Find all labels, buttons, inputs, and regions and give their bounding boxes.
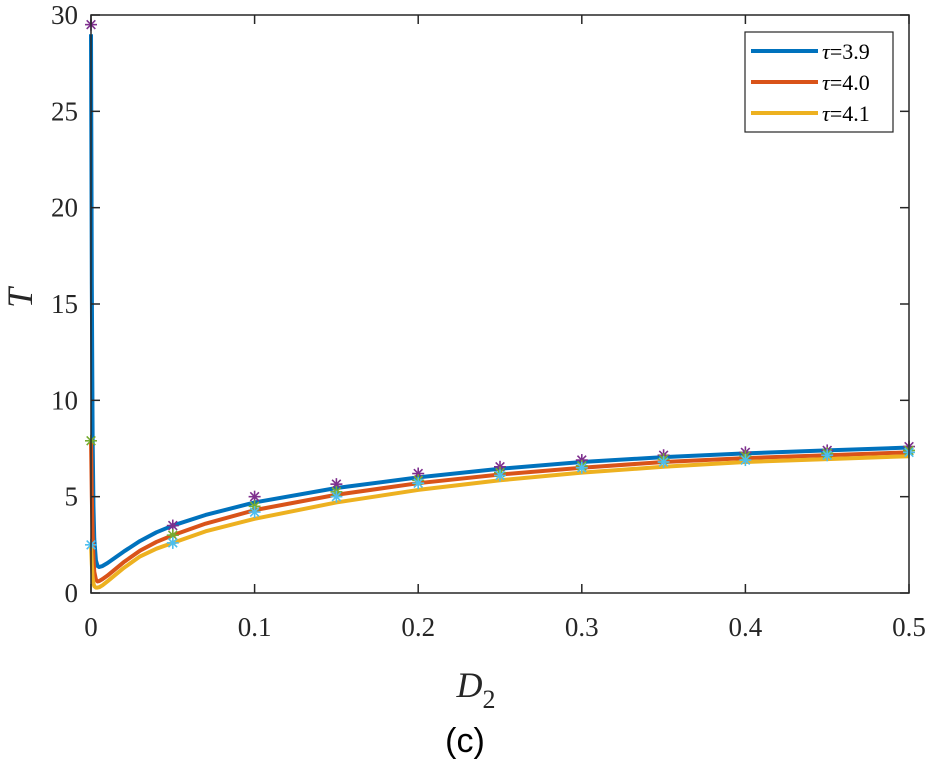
marker-3-1 xyxy=(166,536,179,549)
legend-label-3: τ=4.1 xyxy=(822,101,870,126)
x-tick-label: 0.3 xyxy=(565,612,599,642)
legend-label-2: τ=4.0 xyxy=(822,70,870,95)
x-axis-label: D2 xyxy=(456,665,496,714)
marker-3-7 xyxy=(657,455,670,468)
marker-3-2 xyxy=(248,506,261,519)
y-tick-label: 30 xyxy=(51,0,78,30)
y-tick-label: 25 xyxy=(51,96,78,126)
y-axis-label: T xyxy=(0,285,40,308)
marker-3-4 xyxy=(412,477,425,490)
marker-3-3 xyxy=(330,490,343,503)
x-tick-label: 0.1 xyxy=(238,612,272,642)
legend: τ=3.9 τ=4.0 τ=4.1 xyxy=(744,31,894,133)
y-tick-label: 15 xyxy=(51,289,78,319)
x-tick-label: 0.4 xyxy=(729,612,763,642)
x-tick-label: 0.2 xyxy=(401,612,435,642)
x-tick-label: 0 xyxy=(84,612,98,642)
marker-3-6 xyxy=(575,461,588,474)
marker-3-8 xyxy=(739,454,752,467)
marker-2-1 xyxy=(166,529,179,542)
marker-3-5 xyxy=(494,469,506,482)
y-tick-label: 20 xyxy=(51,193,78,223)
y-tick-label: 0 xyxy=(65,578,79,608)
y-tick-label: 5 xyxy=(65,482,79,512)
marker-3-9 xyxy=(821,449,834,462)
plot-area xyxy=(85,18,915,590)
axes: 0 0.1 0.2 0.3 0.4 0.5 0 5 10 15 20 25 30 D2 T xyxy=(0,0,926,714)
figure-caption: (c) xyxy=(445,722,485,760)
y-tick-label: 10 xyxy=(51,385,78,415)
x-tick-label: 0.5 xyxy=(892,612,926,642)
legend-label-1: τ=3.9 xyxy=(822,39,870,64)
